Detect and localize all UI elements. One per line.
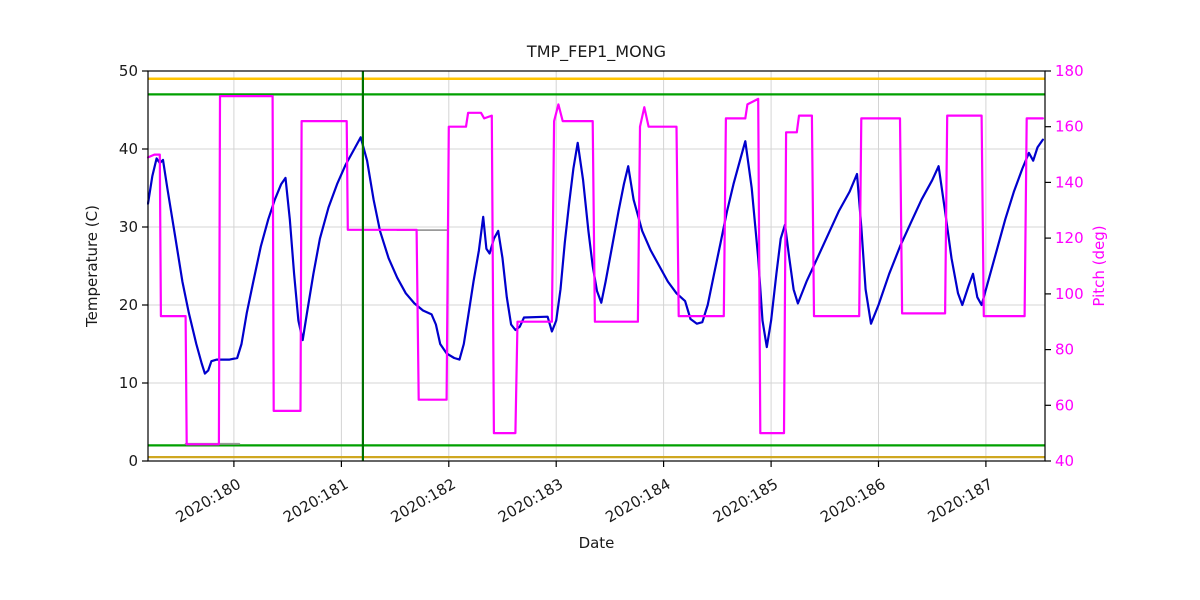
y-left-tick-label: 10 <box>119 374 138 392</box>
y-right-tick-label: 40 <box>1055 452 1074 470</box>
y-right-tick-label: 60 <box>1055 396 1074 414</box>
y-left-tick-label: 40 <box>119 140 138 158</box>
y-right-tick-label: 120 <box>1055 229 1084 247</box>
y-left-tick-label: 50 <box>119 62 138 80</box>
y-right-axis-label: Pitch (deg) <box>1090 225 1108 306</box>
y-left-axis-label: Temperature (C) <box>83 205 101 328</box>
y-left-tick-label: 20 <box>119 296 138 314</box>
y-left-tick-label: 30 <box>119 218 138 236</box>
x-axis-label: Date <box>579 534 615 552</box>
temperature-series <box>147 136 1044 375</box>
y-right-tick-label: 100 <box>1055 285 1084 303</box>
y-right-tick-label: 180 <box>1055 62 1084 80</box>
pitch-series <box>147 95 1044 446</box>
plot-border <box>147 70 1046 462</box>
y-left-tick-label: 0 <box>128 452 138 470</box>
series-group <box>147 95 1044 446</box>
y-right-tick-label: 140 <box>1055 173 1084 191</box>
y-right-tick-label: 160 <box>1055 118 1084 136</box>
plot-background <box>148 71 1045 461</box>
chart-title: TMP_FEP1_MONG <box>526 42 666 62</box>
y-right-tick-label: 80 <box>1055 341 1074 359</box>
